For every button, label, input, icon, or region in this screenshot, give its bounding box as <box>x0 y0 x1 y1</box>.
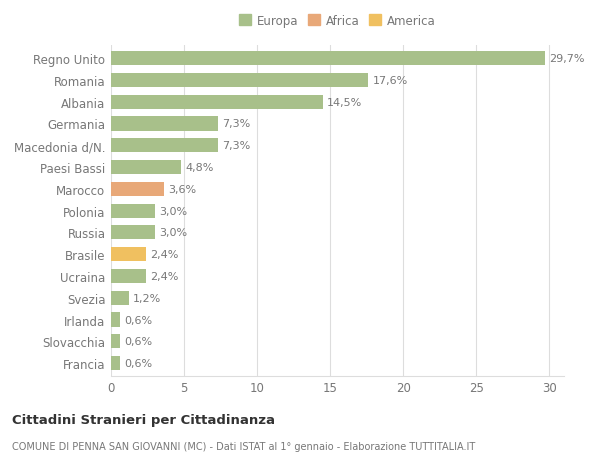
Text: COMUNE DI PENNA SAN GIOVANNI (MC) - Dati ISTAT al 1° gennaio - Elaborazione TUTT: COMUNE DI PENNA SAN GIOVANNI (MC) - Dati… <box>12 441 475 451</box>
Bar <box>111 356 120 370</box>
Bar <box>111 204 155 218</box>
Bar <box>111 95 323 110</box>
Bar <box>111 182 164 196</box>
Text: 3,0%: 3,0% <box>159 206 187 216</box>
Text: 0,6%: 0,6% <box>124 358 152 368</box>
Text: 7,3%: 7,3% <box>222 141 250 151</box>
Legend: Europa, Africa, America: Europa, Africa, America <box>237 12 438 30</box>
Text: 7,3%: 7,3% <box>222 119 250 129</box>
Bar <box>111 139 218 153</box>
Text: 14,5%: 14,5% <box>327 97 362 107</box>
Text: 2,4%: 2,4% <box>151 250 179 260</box>
Bar <box>111 117 218 131</box>
Bar <box>111 73 368 88</box>
Text: 0,6%: 0,6% <box>124 315 152 325</box>
Bar <box>111 269 146 284</box>
Bar <box>111 226 155 240</box>
Bar <box>111 335 120 349</box>
Bar <box>111 52 545 66</box>
Text: Cittadini Stranieri per Cittadinanza: Cittadini Stranieri per Cittadinanza <box>12 413 275 426</box>
Text: 2,4%: 2,4% <box>151 271 179 281</box>
Text: 1,2%: 1,2% <box>133 293 161 303</box>
Bar <box>111 291 128 305</box>
Text: 3,6%: 3,6% <box>168 185 196 195</box>
Text: 29,7%: 29,7% <box>550 54 585 64</box>
Bar <box>111 161 181 175</box>
Text: 0,6%: 0,6% <box>124 336 152 347</box>
Bar <box>111 247 146 262</box>
Text: 17,6%: 17,6% <box>373 76 408 86</box>
Bar <box>111 313 120 327</box>
Text: 4,8%: 4,8% <box>185 162 214 173</box>
Text: 3,0%: 3,0% <box>159 228 187 238</box>
